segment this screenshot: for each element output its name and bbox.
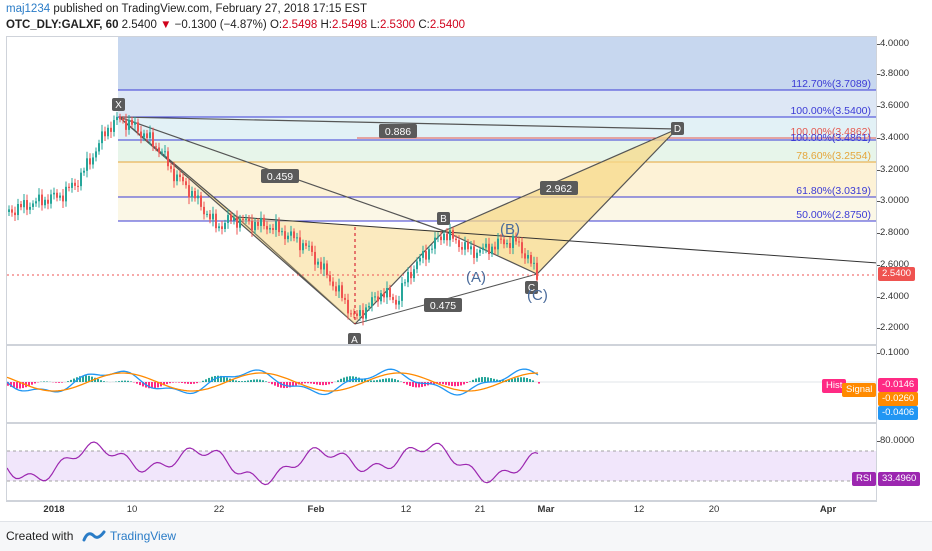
- low-label: L:: [370, 19, 380, 31]
- fib-zone-top: [118, 37, 877, 90]
- ratio-ac[interactable]: 0.475: [424, 298, 462, 312]
- price-tick: 4.0000: [880, 38, 909, 49]
- macd-value-tag: -0.0406: [878, 406, 918, 420]
- time-tick: Mar: [538, 504, 555, 515]
- rsi-tick: 80.0000: [880, 435, 914, 446]
- ohlc-line: OTC_DLY:GALXF, 60 2.5400 ▼ −0.1300 (−4.8…: [6, 19, 465, 31]
- created-with-text: Created with: [6, 529, 73, 543]
- price-tick: 3.2000: [880, 164, 909, 175]
- point-x-label: X: [115, 100, 122, 111]
- price-scale[interactable]: 4.0000 3.8000 3.6000 3.4000 3.2000 3.000…: [877, 36, 932, 345]
- rsi-scale[interactable]: 80.0000: [877, 423, 932, 501]
- ratio-bd[interactable]: 2.962: [540, 181, 578, 195]
- author-link[interactable]: maj1234: [6, 3, 50, 15]
- signal-value-tag: -0.0260: [878, 392, 918, 406]
- time-tick: 20: [709, 504, 720, 515]
- time-tick: 10: [127, 504, 138, 515]
- point-b-label: B: [440, 214, 447, 225]
- tradingview-logo-icon[interactable]: [82, 528, 106, 544]
- ratio-ab[interactable]: 0.459: [261, 169, 299, 183]
- fib-label: 100.00%(3.5400): [790, 105, 871, 117]
- rsi-chart[interactable]: [7, 424, 877, 501]
- time-tick: 21: [475, 504, 486, 515]
- ratio-ab-label: 0.459: [267, 171, 293, 183]
- chart-header: maj1234 published on TradingView.com, Fe…: [0, 0, 932, 36]
- time-tick: Feb: [308, 504, 325, 515]
- symbol-label[interactable]: OTC_DLY:GALXF, 60: [6, 19, 118, 31]
- price-pane[interactable]: 112.70%(3.7089) 100.00%(3.5400) 100.00%(…: [6, 36, 877, 345]
- price-tick: 2.8000: [880, 227, 909, 238]
- signal-tag: Signal: [842, 383, 876, 397]
- point-d-label: D: [674, 124, 681, 135]
- open-label: O:: [270, 19, 282, 31]
- rsi-tag: RSI: [852, 472, 876, 486]
- last-price: 2.5400: [122, 19, 157, 31]
- point-d[interactable]: D: [671, 122, 684, 135]
- price-tick: 3.6000: [880, 100, 909, 111]
- high-label: H:: [320, 19, 332, 31]
- point-b[interactable]: B: [437, 212, 450, 225]
- close-value: 2.5400: [430, 19, 465, 31]
- time-tick: 22: [214, 504, 225, 515]
- hist-value-tag: -0.0146: [878, 378, 918, 392]
- down-arrow-icon: ▼: [160, 19, 171, 31]
- rsi-pane[interactable]: [6, 423, 877, 501]
- price-tick: 3.8000: [880, 68, 909, 79]
- fib-zone-100: [118, 117, 877, 140]
- fib-label: 100.00%(3.4861): [790, 132, 871, 144]
- time-axis[interactable]: 2018 10 22 Feb 12 21 Mar 12 20 Apr: [6, 501, 877, 518]
- footer: Created with TradingView: [0, 521, 932, 551]
- fib-zone-786: [118, 162, 877, 197]
- price-tick: 2.2000: [880, 322, 909, 333]
- fib-zone-886: [118, 140, 877, 162]
- macd-pane[interactable]: [6, 345, 877, 423]
- fib-label: 78.60%(3.2554): [796, 150, 871, 162]
- close-label: C:: [418, 19, 430, 31]
- time-tick: 2018: [43, 504, 64, 515]
- time-tick: 12: [401, 504, 412, 515]
- publish-line: maj1234 published on TradingView.com, Fe…: [6, 3, 367, 15]
- wave-b-label: (B): [500, 221, 520, 238]
- price-tick: 3.4000: [880, 132, 909, 143]
- point-x[interactable]: X: [112, 98, 125, 111]
- wave-a-label: (A): [466, 269, 486, 286]
- fib-zone-1127: [118, 90, 877, 117]
- published-text: published on TradingView.com, February 2…: [53, 3, 367, 15]
- macd-chart[interactable]: [7, 346, 877, 423]
- fib-label: 50.00%(2.8750): [796, 209, 871, 221]
- ratio-bd-label: 2.962: [546, 183, 572, 195]
- wave-c-label: (C): [527, 287, 548, 304]
- low-value: 2.5300: [380, 19, 415, 31]
- change-value: −0.1300 (−4.87%): [175, 19, 267, 31]
- fib-label: 112.70%(3.7089): [791, 78, 871, 90]
- open-value: 2.5498: [282, 19, 317, 31]
- current-price-tag: 2.5400: [878, 267, 915, 281]
- ratio-xb[interactable]: 0.886: [379, 124, 417, 138]
- rsi-band: [7, 451, 877, 481]
- macd-tick: 0.1000: [880, 347, 909, 358]
- time-tick: 12: [634, 504, 645, 515]
- rsi-value-tag: 33.4960: [878, 472, 920, 486]
- point-a-label: A: [351, 335, 358, 345]
- fib-label: 61.80%(3.0319): [796, 185, 871, 197]
- high-value: 2.5498: [332, 19, 367, 31]
- ratio-xb-label: 0.886: [385, 126, 411, 138]
- time-tick: Apr: [820, 504, 836, 515]
- ratio-ac-label: 0.475: [430, 300, 456, 312]
- price-chart[interactable]: 112.70%(3.7089) 100.00%(3.5400) 100.00%(…: [7, 37, 877, 345]
- point-a[interactable]: A: [348, 333, 361, 345]
- price-tick: 3.0000: [880, 195, 909, 206]
- price-tick: 2.4000: [880, 291, 909, 302]
- tradingview-brand-link[interactable]: TradingView: [110, 529, 176, 543]
